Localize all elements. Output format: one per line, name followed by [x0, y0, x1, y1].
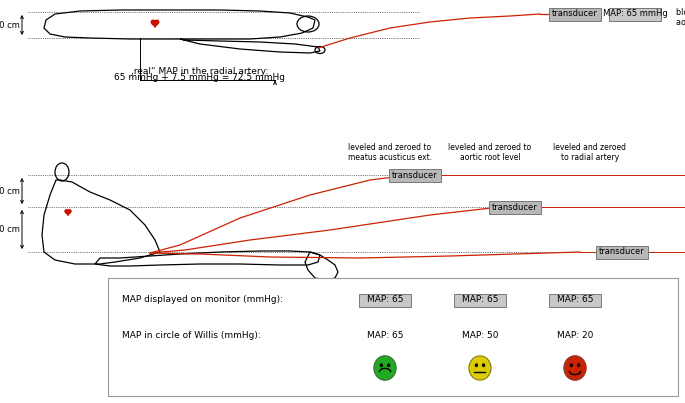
Text: 10 cm: 10 cm: [0, 21, 20, 29]
FancyBboxPatch shape: [489, 201, 541, 214]
Text: leveled and zeroed
to radial artery: leveled and zeroed to radial artery: [553, 143, 627, 162]
Text: blood pressure at
aortic root level: blood pressure at aortic root level: [676, 8, 685, 27]
FancyBboxPatch shape: [549, 293, 601, 307]
Text: MAP: 65: MAP: 65: [557, 295, 593, 305]
FancyBboxPatch shape: [108, 278, 678, 396]
Ellipse shape: [380, 364, 382, 366]
Text: 40 cm: 40 cm: [0, 225, 20, 234]
FancyBboxPatch shape: [549, 8, 601, 21]
Text: MAP: 65 mmHg: MAP: 65 mmHg: [603, 10, 667, 19]
Text: MAP displayed on monitor (mmHg):: MAP displayed on monitor (mmHg):: [122, 295, 283, 305]
Text: 20 cm: 20 cm: [0, 187, 20, 195]
Ellipse shape: [374, 356, 396, 380]
Text: transducer: transducer: [492, 202, 538, 212]
Text: transducer: transducer: [392, 170, 438, 179]
FancyBboxPatch shape: [389, 168, 441, 181]
Ellipse shape: [564, 356, 586, 380]
Text: MAP: 65: MAP: 65: [366, 295, 403, 305]
Text: MAP: 65: MAP: 65: [462, 295, 498, 305]
Ellipse shape: [469, 356, 491, 380]
Text: leveled and zeroed to
meatus acusticus ext.: leveled and zeroed to meatus acusticus e…: [348, 143, 432, 162]
Text: MAP in circle of Willis (mmHg):: MAP in circle of Willis (mmHg):: [122, 330, 261, 339]
Text: 65 mmHg + 7.5 mmHg = 72.5 mmHg: 65 mmHg + 7.5 mmHg = 72.5 mmHg: [114, 73, 286, 82]
Ellipse shape: [475, 364, 477, 366]
FancyBboxPatch shape: [359, 293, 411, 307]
Text: transducer: transducer: [552, 10, 598, 19]
FancyBboxPatch shape: [454, 293, 506, 307]
Text: transducer: transducer: [599, 247, 645, 256]
Text: MAP: 65: MAP: 65: [366, 330, 403, 339]
FancyBboxPatch shape: [609, 8, 661, 21]
Ellipse shape: [577, 364, 580, 366]
Text: MAP: 20: MAP: 20: [557, 330, 593, 339]
Ellipse shape: [483, 364, 484, 366]
Text: ‚real“ MAP in the radial artery:: ‚real“ MAP in the radial artery:: [132, 67, 269, 76]
Text: leveled and zeroed to
aortic root level: leveled and zeroed to aortic root level: [449, 143, 532, 162]
FancyBboxPatch shape: [596, 245, 648, 258]
Polygon shape: [151, 20, 159, 27]
Ellipse shape: [571, 364, 573, 366]
Ellipse shape: [388, 364, 390, 366]
Polygon shape: [65, 210, 71, 215]
Text: MAP: 50: MAP: 50: [462, 330, 498, 339]
